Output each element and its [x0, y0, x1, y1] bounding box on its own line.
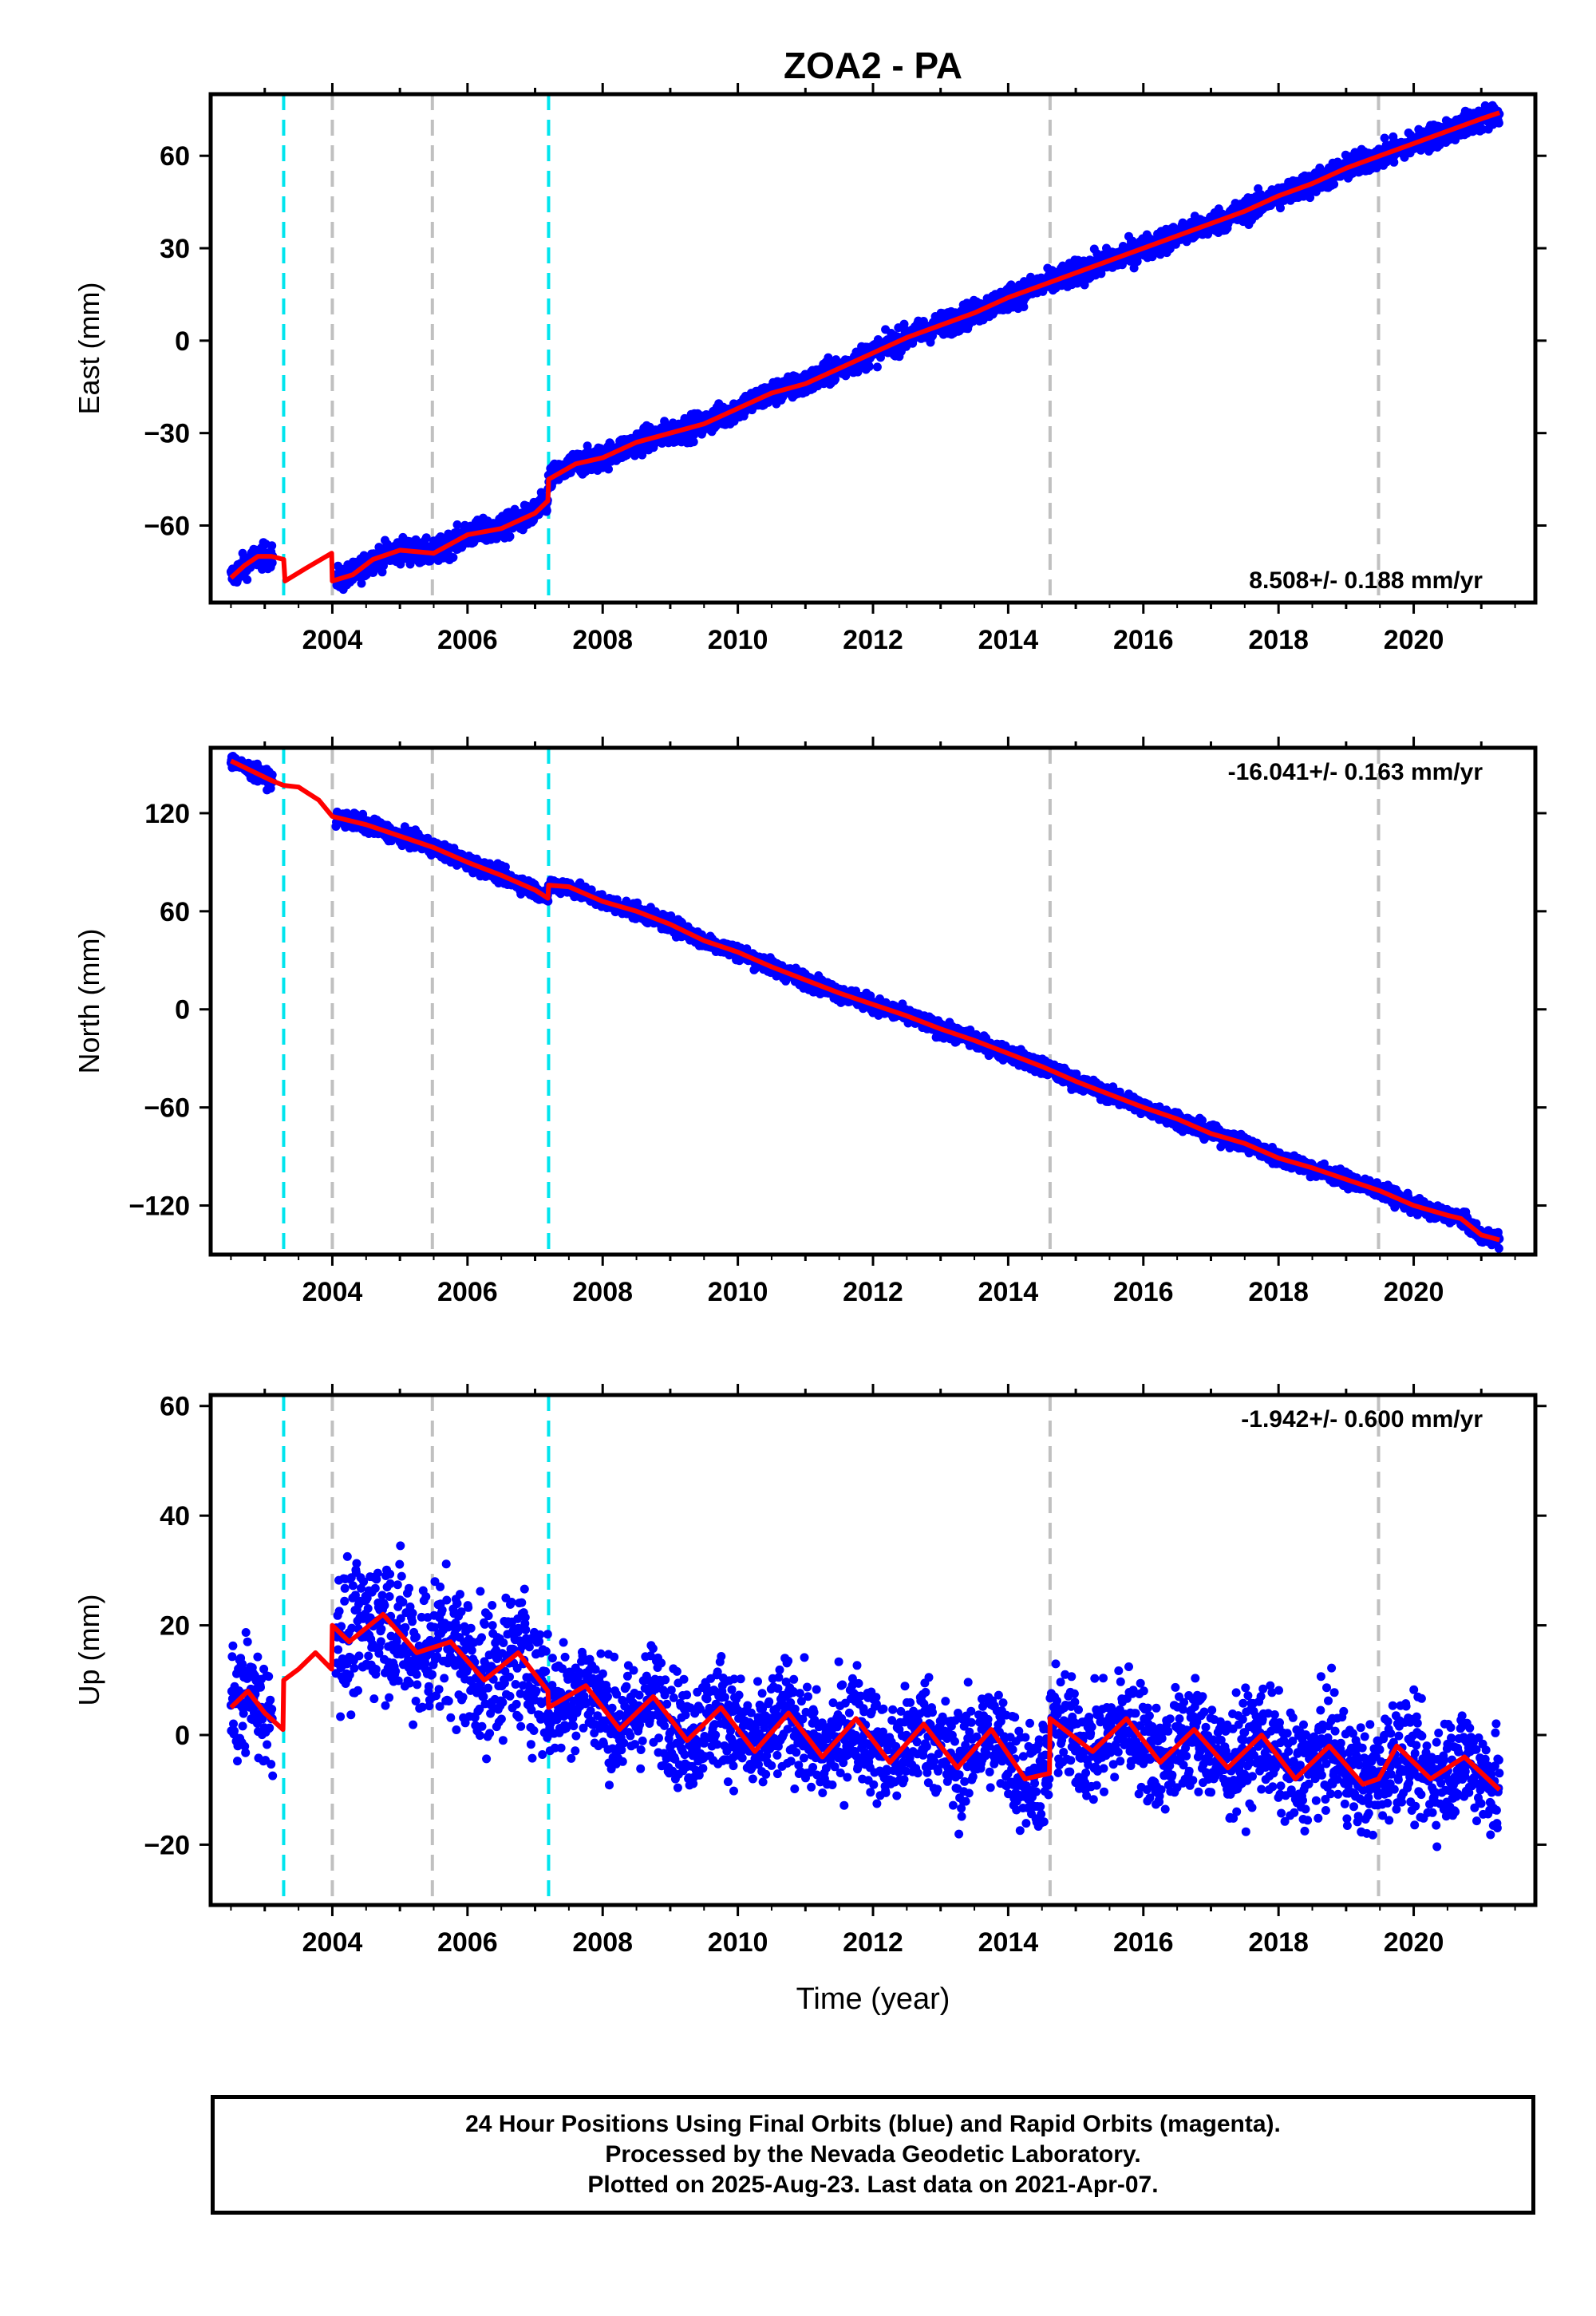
observation-point — [1019, 302, 1029, 311]
plot-area — [226, 748, 1504, 1255]
velocity-label: 8.508+/- 0.188 mm/yr — [1249, 567, 1483, 594]
observation-point — [866, 991, 875, 1001]
x-tick-label: 2020 — [1384, 625, 1444, 655]
observation-point — [1380, 133, 1389, 143]
observation-point — [1329, 180, 1339, 189]
model-line — [229, 110, 1501, 583]
observation-point — [864, 362, 874, 371]
x-tick-label: 2004 — [302, 625, 363, 655]
observation-point — [1389, 157, 1399, 167]
panel-east: −60 −30 0 30 60 2004 2006 2008 2010 2012 2014 2016 2… — [73, 83, 1547, 655]
x-tick-label: 2016 — [1113, 625, 1174, 655]
x-tick-label: 2012 — [843, 625, 903, 655]
observation-point — [357, 579, 366, 588]
observation-point — [1129, 263, 1139, 273]
y-tick-label: −60 — [144, 511, 190, 541]
observation-point — [660, 417, 670, 426]
observation-point — [267, 541, 277, 551]
y-axis-label: East (mm) — [73, 283, 105, 415]
plot-area — [226, 94, 1504, 603]
observation-point — [876, 353, 885, 362]
observation-point — [583, 441, 592, 451]
observation-point — [405, 559, 415, 569]
observation-point — [1306, 193, 1315, 203]
x-tick-label: 2006 — [437, 625, 498, 655]
x-tick-label: 2018 — [1248, 625, 1309, 655]
y-tick-label: 0 — [175, 326, 190, 357]
observation-point — [421, 533, 431, 543]
observation-point — [666, 911, 676, 920]
y-tick-label: 30 — [160, 234, 190, 264]
observation-point — [448, 553, 458, 562]
x-tick-label: 2008 — [572, 625, 633, 655]
observation-point — [1494, 118, 1503, 128]
observation-point — [1276, 204, 1285, 213]
y-tick-label: −30 — [144, 419, 190, 449]
y-tick-label: 60 — [160, 141, 190, 172]
x-tick-label: 2010 — [708, 625, 768, 655]
x-tick-label: 2014 — [978, 625, 1039, 655]
observation-point — [1080, 280, 1089, 290]
observation-point — [604, 464, 613, 474]
observation-point — [267, 558, 277, 567]
observation-point — [452, 520, 462, 529]
observation-point — [638, 450, 647, 460]
observation-point — [505, 532, 515, 541]
observation-point — [542, 506, 551, 516]
chart-title: ZOA2 - PA — [784, 45, 962, 86]
observation-point — [243, 575, 252, 584]
observation-point — [689, 437, 698, 447]
observation-point — [824, 353, 833, 362]
observation-point — [267, 770, 277, 780]
observation-point — [872, 362, 882, 372]
